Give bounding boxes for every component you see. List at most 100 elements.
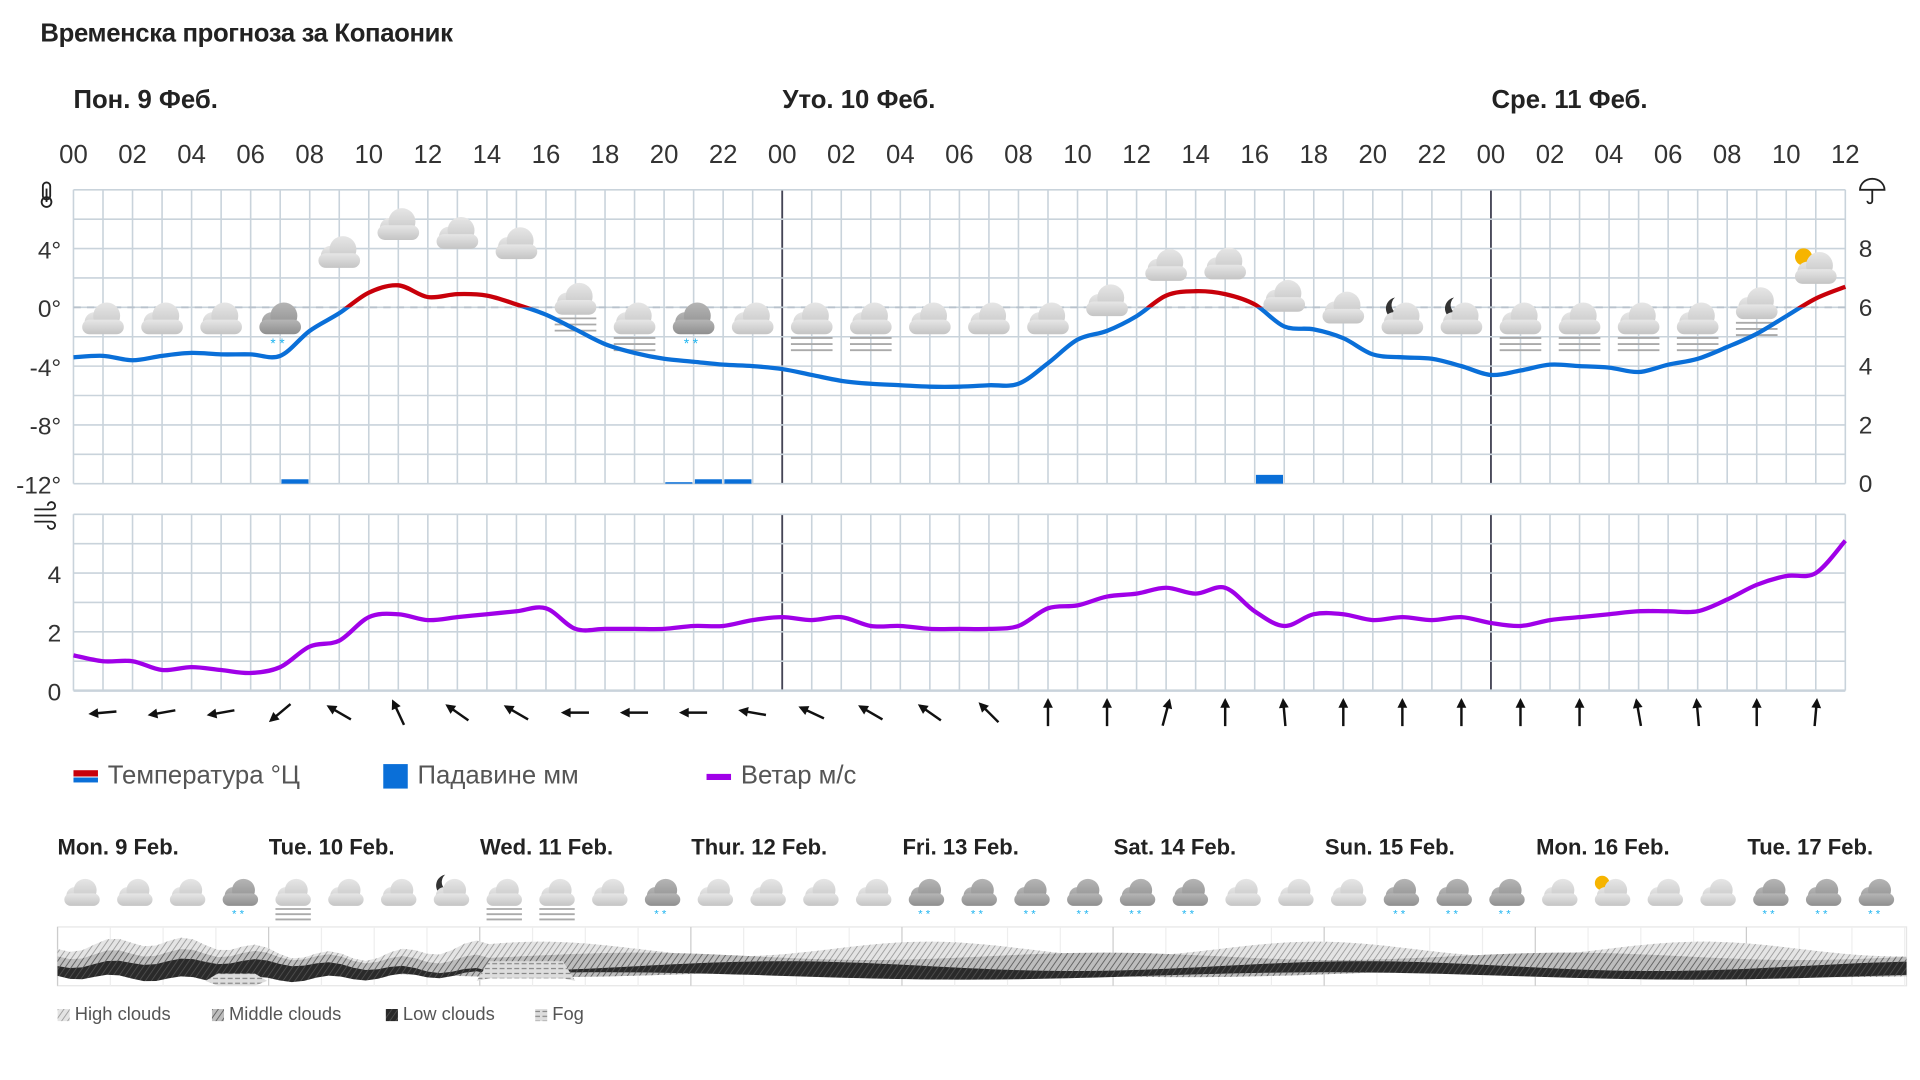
y-right-tick-label: 0 xyxy=(1859,471,1873,498)
y-tick-label: 4° xyxy=(38,237,61,264)
cloud-part xyxy=(1119,893,1156,906)
fog-layer xyxy=(57,961,1907,986)
cloud-part xyxy=(436,234,479,249)
cloud-part xyxy=(731,319,774,335)
cloud-fog-icon xyxy=(1558,302,1601,352)
cloud-part xyxy=(82,319,124,335)
cloud-snow-icon: * * xyxy=(1489,878,1525,920)
cloud-part xyxy=(328,893,364,906)
sun-cloud-icon xyxy=(1794,248,1837,284)
wind-direction-arrow xyxy=(88,708,117,718)
snowflake: * * xyxy=(232,908,245,920)
cloud-icon xyxy=(731,302,774,335)
page-title: Временска прогноза за Копаоник xyxy=(40,19,453,48)
cloud-part xyxy=(849,319,892,335)
arrow-head xyxy=(1162,698,1173,710)
legend-label: Middle clouds xyxy=(228,1004,342,1025)
cloud-icon xyxy=(855,878,892,906)
wind-tick-label: 2 xyxy=(48,621,62,648)
cloud-fog-icon xyxy=(486,878,522,921)
x-tick-label: 02 xyxy=(118,141,147,169)
cloud-part xyxy=(318,253,361,268)
wind-direction-arrow xyxy=(391,699,406,726)
legend-label: Температура °Ц xyxy=(107,761,300,790)
wind-direction-arrow xyxy=(1102,697,1112,727)
cloud-part xyxy=(1700,893,1736,906)
x-tick-label: 06 xyxy=(945,141,974,169)
meteogram-day-label: Tue. 17 Feb. xyxy=(1747,835,1874,860)
arrow-head xyxy=(1632,698,1643,709)
cloud-icon xyxy=(141,302,183,335)
cloud-icon xyxy=(200,302,242,335)
cloud-snow-icon: * * xyxy=(1383,878,1420,920)
cloud-part xyxy=(1440,319,1483,335)
x-tick-label: 12 xyxy=(1122,141,1151,169)
cloud-part xyxy=(1172,893,1209,906)
umbrella-icon xyxy=(1859,177,1886,205)
x-tick-label: 02 xyxy=(827,141,856,169)
legend-temperature[interactable]: Температура °Ц xyxy=(73,761,300,791)
wind-direction-arrow xyxy=(1574,697,1585,727)
cloud-part xyxy=(1805,893,1842,906)
wind-direction-arrow xyxy=(1692,698,1703,727)
meteogram-day-label: Sun. 15 Feb. xyxy=(1324,835,1455,860)
wind-direction-arrow xyxy=(1161,698,1173,726)
meteogram-day-label: Thur. 12 Feb. xyxy=(691,835,828,860)
cloud-icon xyxy=(169,878,206,906)
cloud-icon xyxy=(1700,878,1736,906)
y-right-tick-label: 8 xyxy=(1859,236,1873,263)
arrow-head xyxy=(798,706,810,716)
cloud-snow-icon: * * xyxy=(908,878,945,920)
cloud-snow-icon: * * xyxy=(259,302,302,351)
precipitation-bar xyxy=(665,482,693,484)
y-tick-label: -12° xyxy=(16,472,61,499)
legend-middle-clouds: Middle clouds xyxy=(211,1004,342,1025)
meteogram-chart: 00 02 04 06 08 10 12 14 16 18 20 22 00 02 04 06 08 10 12 14… xyxy=(16,141,1886,727)
cloud-icon xyxy=(1204,247,1246,280)
cloud-part xyxy=(1027,319,1069,335)
arrow-head xyxy=(391,699,401,711)
cloud-part xyxy=(697,893,734,906)
meteogram-day-label: Fri. 13 Feb. xyxy=(902,835,1019,860)
legend-precipitation[interactable]: Падавине мм xyxy=(383,761,579,791)
cloud-part xyxy=(141,319,183,335)
legend-wind[interactable]: Ветар м/с xyxy=(706,761,857,791)
arrow-head xyxy=(1043,697,1053,708)
cloud-snow-icon: * * xyxy=(961,878,997,920)
cloud-part xyxy=(1330,893,1367,906)
cloud-part xyxy=(1225,893,1261,906)
wind-direction-arrow xyxy=(1751,697,1762,727)
wind-direction-arrow xyxy=(798,706,825,720)
cloud-part xyxy=(1735,304,1778,320)
cloud-part xyxy=(222,893,259,906)
y-tick-label: 0° xyxy=(38,296,61,323)
wind-direction-arrow xyxy=(1515,697,1526,727)
cloud-icon xyxy=(381,878,417,906)
legend-label: Ветар м/с xyxy=(740,761,857,790)
cloud-icon xyxy=(750,878,786,906)
arrow-head xyxy=(1338,697,1349,708)
cloud-part xyxy=(1086,301,1128,317)
sun-cloud-icon xyxy=(1594,875,1631,906)
arrow-head xyxy=(1278,698,1289,709)
snowflake: * * xyxy=(1393,908,1406,920)
cloud-fog-icon xyxy=(849,302,892,352)
x-tick-label: 10 xyxy=(1063,141,1092,169)
cloud-part xyxy=(1676,319,1719,335)
x-tick-label: 20 xyxy=(650,141,679,169)
cloud-part xyxy=(1322,308,1365,324)
snowflake: * * xyxy=(1499,908,1512,920)
cloud-icon xyxy=(968,302,1010,335)
cloud-part xyxy=(1381,319,1424,335)
wind-direction-arrow xyxy=(978,702,1000,724)
cloud-part xyxy=(1278,893,1314,906)
cloud-part xyxy=(1014,893,1050,906)
cloud-layers-chart: * * * * * * * * * * * * * * * * * * * * * * * * * * *… xyxy=(56,874,1908,987)
cloud-icon xyxy=(1263,279,1306,312)
arrow-head xyxy=(326,705,338,715)
wind-line xyxy=(73,539,1847,676)
wind-direction-arrow xyxy=(858,705,884,721)
x-tick-label: 04 xyxy=(886,141,915,169)
cloud-icon xyxy=(697,878,734,906)
legend-label: Падавине мм xyxy=(417,761,579,790)
